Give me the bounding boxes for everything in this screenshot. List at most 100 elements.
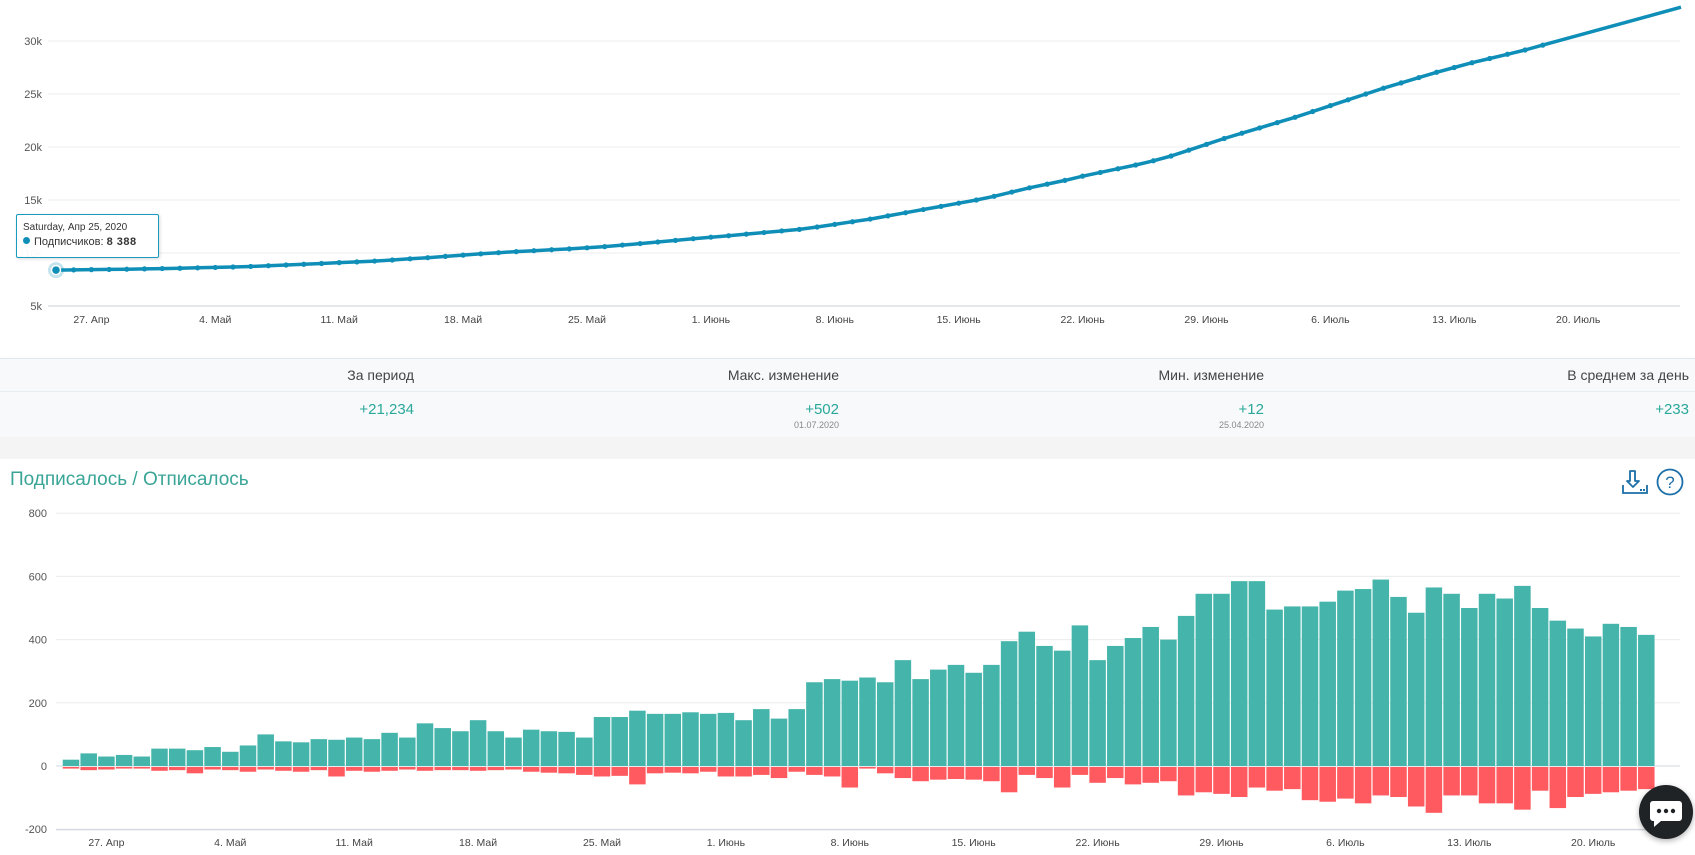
y-tick-label: 5k — [30, 301, 42, 313]
bar-unsubscribed — [1036, 767, 1053, 779]
data-point — [195, 265, 201, 271]
data-point — [849, 219, 856, 225]
section-gap — [0, 437, 1695, 459]
bar-unsubscribed — [1549, 767, 1567, 809]
bar-subscribed — [1337, 590, 1354, 766]
bar-unsubscribed — [1638, 767, 1655, 790]
data-point — [1327, 103, 1333, 109]
bar-subscribed — [753, 709, 770, 766]
y-tick-label: 800 — [29, 508, 47, 520]
bar-subscribed — [1018, 631, 1036, 766]
stats-divider — [0, 391, 1695, 392]
bar-subscribed — [345, 737, 363, 766]
bar-subscribed — [98, 756, 115, 766]
bar-unsubscribed — [275, 767, 292, 771]
data-point — [407, 256, 413, 262]
bar-subscribed — [186, 750, 204, 766]
bar-unsubscribed — [1000, 767, 1018, 793]
stat-sub-max-date: 01.07.2020 — [793, 420, 839, 430]
top-chart-series — [48, 5, 1682, 279]
data-point — [1398, 80, 1404, 86]
data-point — [903, 210, 909, 216]
bar-subscribed — [770, 718, 788, 766]
download-button[interactable] — [1620, 467, 1650, 497]
data-point — [71, 267, 77, 273]
data-point — [1203, 141, 1210, 147]
bar-subscribed — [1425, 587, 1443, 766]
x-tick-label: 11. Май — [321, 314, 358, 326]
y-tick-label: 400 — [29, 635, 47, 647]
bar-subscribed — [1354, 589, 1372, 766]
data-point — [1487, 55, 1493, 62]
bar-unsubscribed — [416, 767, 434, 771]
data-point — [619, 242, 626, 248]
data-point — [212, 264, 218, 271]
bar-subscribed — [1266, 609, 1283, 766]
data-point — [1097, 169, 1103, 176]
data-point — [283, 262, 289, 268]
bar-unsubscribed — [204, 767, 221, 770]
x-tick-label: 18. Май — [459, 837, 497, 849]
bar-subscribed — [1036, 645, 1053, 766]
help-button[interactable]: ? — [1655, 467, 1685, 497]
bottom-chart-x-axis: 27. Апр 4. Май 11. Май 18. Май 25. Май 1. Июн… — [88, 837, 1615, 849]
stat-value-min: +12 — [1238, 401, 1264, 418]
data-point — [159, 265, 165, 272]
bar-subscribed — [1319, 601, 1336, 766]
series-line — [55, 5, 1682, 272]
bar-subscribed — [1549, 620, 1567, 766]
bar-subscribed — [576, 737, 593, 766]
bar-unsubscribed — [1584, 767, 1602, 794]
bar-subscribed — [1177, 615, 1195, 766]
bar-unsubscribed — [186, 767, 204, 774]
tooltip-value: 8 388 — [106, 236, 137, 248]
x-tick-label: 20. Июль — [1556, 314, 1601, 326]
bar-subscribed — [717, 712, 735, 766]
x-tick-label: 29. Июнь — [1184, 314, 1229, 326]
bar-subscribed — [1514, 585, 1531, 766]
data-point — [672, 237, 679, 243]
svg-text:?: ? — [1665, 473, 1674, 492]
x-tick-label: 13. Июль — [1447, 837, 1492, 849]
bar-unsubscribed — [1372, 767, 1390, 796]
bar-subscribed — [1160, 639, 1177, 766]
data-point — [549, 247, 555, 253]
data-point — [1363, 91, 1369, 97]
x-tick-label: 1. Июнь — [707, 837, 746, 849]
stat-header-period: За период — [347, 367, 414, 383]
bar-unsubscribed — [806, 767, 823, 775]
bar-unsubscribed — [930, 767, 947, 780]
data-point — [1133, 162, 1139, 168]
bar-unsubscribed — [257, 767, 274, 770]
y-tick-label: 15k — [24, 195, 42, 207]
data-point — [460, 252, 466, 258]
data-point — [301, 261, 307, 267]
bar-unsubscribed — [292, 767, 310, 772]
bar-unsubscribed — [1337, 767, 1354, 799]
bar-unsubscribed — [611, 767, 628, 776]
bar-unsubscribed — [593, 767, 611, 777]
data-point — [796, 226, 803, 232]
stat-sub-min-date: 25.04.2020 — [1218, 420, 1264, 430]
chat-button[interactable] — [1639, 785, 1693, 839]
bar-subscribed — [292, 742, 310, 766]
bar-unsubscribed — [1567, 767, 1584, 798]
bar-unsubscribed — [1461, 767, 1478, 796]
bar-subscribed — [894, 660, 912, 766]
bar-unsubscribed — [894, 767, 912, 779]
y-tick-label: -200 — [25, 824, 47, 836]
data-point — [920, 206, 926, 213]
bar-unsubscribed — [1018, 767, 1036, 775]
top-chart-gridlines — [48, 40, 1680, 307]
data-point — [1469, 60, 1475, 66]
data-point — [991, 193, 997, 199]
bar-unsubscribed — [1514, 767, 1531, 810]
data-point — [1434, 69, 1440, 75]
bar-subscribed — [1407, 612, 1425, 766]
bar-subscribed — [788, 709, 805, 766]
bar-unsubscribed — [629, 767, 646, 785]
x-tick-label: 6. Июль — [1326, 837, 1365, 849]
bar-unsubscribed — [1496, 767, 1513, 804]
panel-title: Подписалось / Отписалось — [10, 469, 249, 490]
